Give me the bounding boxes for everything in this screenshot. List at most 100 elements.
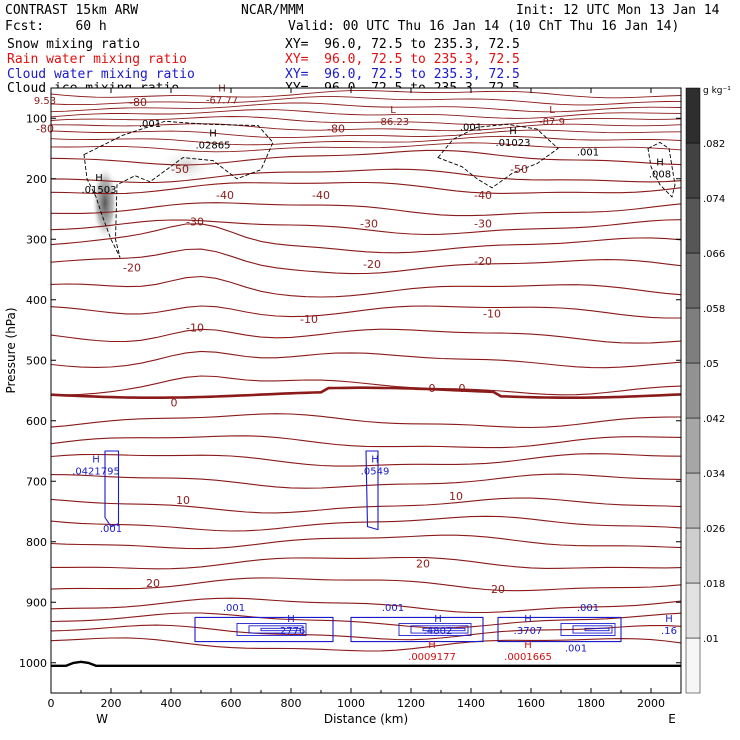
isotherm-label: -30: [186, 216, 204, 229]
isotherm-line: [51, 135, 681, 146]
isotherm-label: -30: [360, 218, 378, 231]
isotherm-label: -40: [312, 189, 330, 202]
y-tick-label: 400: [26, 294, 47, 307]
colorbar-segment: [685, 417, 701, 474]
colorbar-level-label: .058: [703, 304, 725, 315]
model-title: CONTRAST 15km ARW: [5, 3, 139, 18]
extremum-value: -67.77: [206, 95, 238, 106]
x-tick-label: 1800: [577, 697, 605, 710]
isotherm-line: [51, 223, 681, 254]
isotherm-line: [51, 109, 681, 119]
cloud-water-inner-contour: [398, 622, 472, 636]
field-rain-name: Rain water mixing ratio: [7, 52, 188, 67]
isotherm-line: [51, 275, 681, 298]
isotherm-line: [51, 637, 681, 652]
field-snow-name: Snow mixing ratio: [7, 37, 141, 52]
y-tick-label: 1000: [19, 657, 47, 670]
y-tick-label: 300: [26, 233, 47, 246]
y-tick-label: 100: [26, 112, 47, 125]
east-endpoint-label: E: [668, 712, 676, 726]
snow-shading-west: [92, 164, 118, 241]
colorbar-segment: [685, 307, 701, 364]
colorbar-level-label: .074: [703, 194, 725, 205]
extremum-value: .16: [661, 626, 677, 637]
colorbar-segment: [685, 252, 701, 309]
cloud-water-inner-contour: [560, 622, 616, 636]
colorbar-level-label: .082: [703, 139, 725, 150]
fcst-label: Fcst: 60 h: [5, 19, 107, 34]
isotherm-label: 0: [171, 397, 178, 410]
colorbar-level-label: .05: [703, 359, 719, 370]
y-tick-label: 200: [26, 173, 47, 186]
x-tick-label: 400: [161, 697, 182, 710]
contour-level-label: .001: [100, 524, 122, 535]
x-tick-label: 1000: [337, 697, 365, 710]
init-label: Init: 12 UTC Mon 13 Jan 14: [516, 3, 720, 18]
field-cloudwater-name: Cloud water mixing ratio: [7, 67, 195, 82]
colorbar-segment: [685, 87, 701, 144]
isotherm-line: [51, 102, 681, 113]
extremum-marker: H: [524, 640, 532, 651]
y-tick-label: 500: [26, 354, 47, 367]
cloud-water-contour: [365, 450, 379, 531]
isotherm-line: [51, 142, 681, 153]
colorbar-segment: [685, 582, 701, 639]
plot-frame: [50, 87, 682, 694]
isotherm-label: -20: [363, 258, 381, 271]
extremum-value: .02865: [196, 141, 231, 152]
y-axis-label: Pressure (hPa): [4, 307, 18, 393]
x-tick-label: 1400: [457, 697, 485, 710]
colorbar-level-label: .066: [703, 249, 725, 260]
x-tick-label: 1200: [397, 697, 425, 710]
plot-background: [51, 88, 681, 693]
isotherm-line: [51, 328, 681, 344]
isotherm-line: [51, 612, 681, 629]
cloud-water-contour: [497, 616, 622, 643]
isotherm-label: -80: [327, 123, 345, 136]
extremum-value: .008: [649, 170, 671, 181]
isotherm-line: [51, 219, 681, 236]
cloud-ice-contour: [83, 120, 274, 258]
colorbar-level-label: .018: [703, 579, 725, 590]
isotherm-line: [51, 248, 681, 275]
isotherm-line: [51, 556, 681, 570]
extremum-marker: H: [434, 614, 442, 625]
isotherm-label: -50: [510, 163, 528, 176]
colorbar-unit-label: g kg⁻¹: [703, 86, 731, 96]
extremum-marker: H: [509, 126, 517, 137]
contour-level-label: .001: [577, 148, 599, 159]
extremum-marker: H: [428, 640, 436, 651]
isotherm-label: 0: [459, 382, 466, 395]
contour-level-label: .001: [139, 119, 161, 130]
isotherm-line: [51, 473, 681, 489]
isotherm-line: [51, 577, 681, 592]
x-axis-label: Distance (km): [324, 712, 408, 726]
isotherm-label: 10: [449, 490, 463, 503]
extremum-value: .0009177: [408, 652, 456, 663]
extremum-marker: H: [95, 173, 103, 184]
isotherm-line: [51, 597, 681, 614]
cloud-water-contour: [194, 616, 334, 643]
isotherm-label: 0: [429, 382, 436, 395]
extremum-marker: H: [524, 614, 532, 625]
colorbar-segment: [685, 362, 701, 419]
contour-level-label: 9.53: [34, 96, 56, 107]
contour-level-label: .001: [460, 123, 482, 134]
y-tick-label: 900: [26, 596, 47, 609]
zero-isotherm-line: [51, 386, 681, 399]
isotherm-line: [51, 497, 681, 514]
colorbar-level-label: .042: [703, 414, 725, 425]
extremum-value: .4802: [424, 626, 453, 637]
colorbar-segment: [685, 637, 701, 694]
x-tick-label: 800: [281, 697, 302, 710]
extremum-marker: H: [656, 158, 664, 169]
extremum-marker: L: [390, 105, 396, 116]
isotherm-label: -20: [123, 262, 141, 275]
isotherm-line: [51, 116, 681, 126]
isotherm-label: -10: [300, 313, 318, 326]
contour-level-label: .001: [223, 603, 245, 614]
isotherm-line: [51, 123, 681, 132]
extremum-marker: H: [371, 455, 379, 466]
isotherm-label: -20: [474, 255, 492, 268]
extremum-value: .0001665: [504, 652, 552, 663]
